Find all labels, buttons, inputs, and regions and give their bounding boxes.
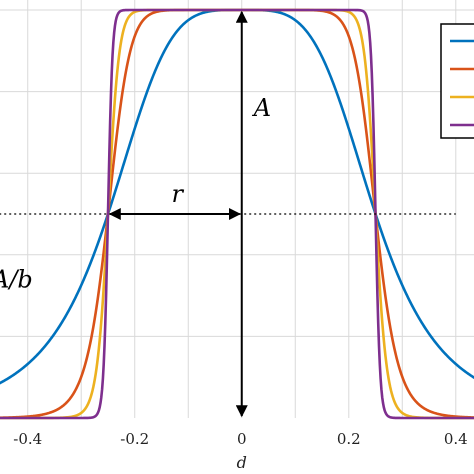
x-tick-label: -0.2	[120, 430, 149, 448]
x-tick-label: -0.4	[13, 430, 42, 448]
legend	[440, 23, 474, 139]
amplitude-label: A	[252, 94, 271, 122]
legend-box	[440, 23, 474, 139]
x-tick-label: 0	[237, 430, 247, 448]
series-group	[0, 8, 474, 420]
series-line-1	[0, 8, 474, 385]
x-axis-label: d	[237, 453, 247, 472]
annotation-group: Ar A/b	[0, 10, 456, 418]
ratio-label: A/b	[0, 265, 33, 293]
x-tick-labels: -0.6-0.4-0.200.20.4	[13, 430, 468, 448]
series-line-4	[0, 8, 474, 420]
half-width-label: r	[172, 180, 185, 208]
grid-lines	[0, 0, 474, 418]
x-tick-label: 0.2	[337, 430, 361, 448]
x-tick-label: 0.4	[444, 430, 468, 448]
